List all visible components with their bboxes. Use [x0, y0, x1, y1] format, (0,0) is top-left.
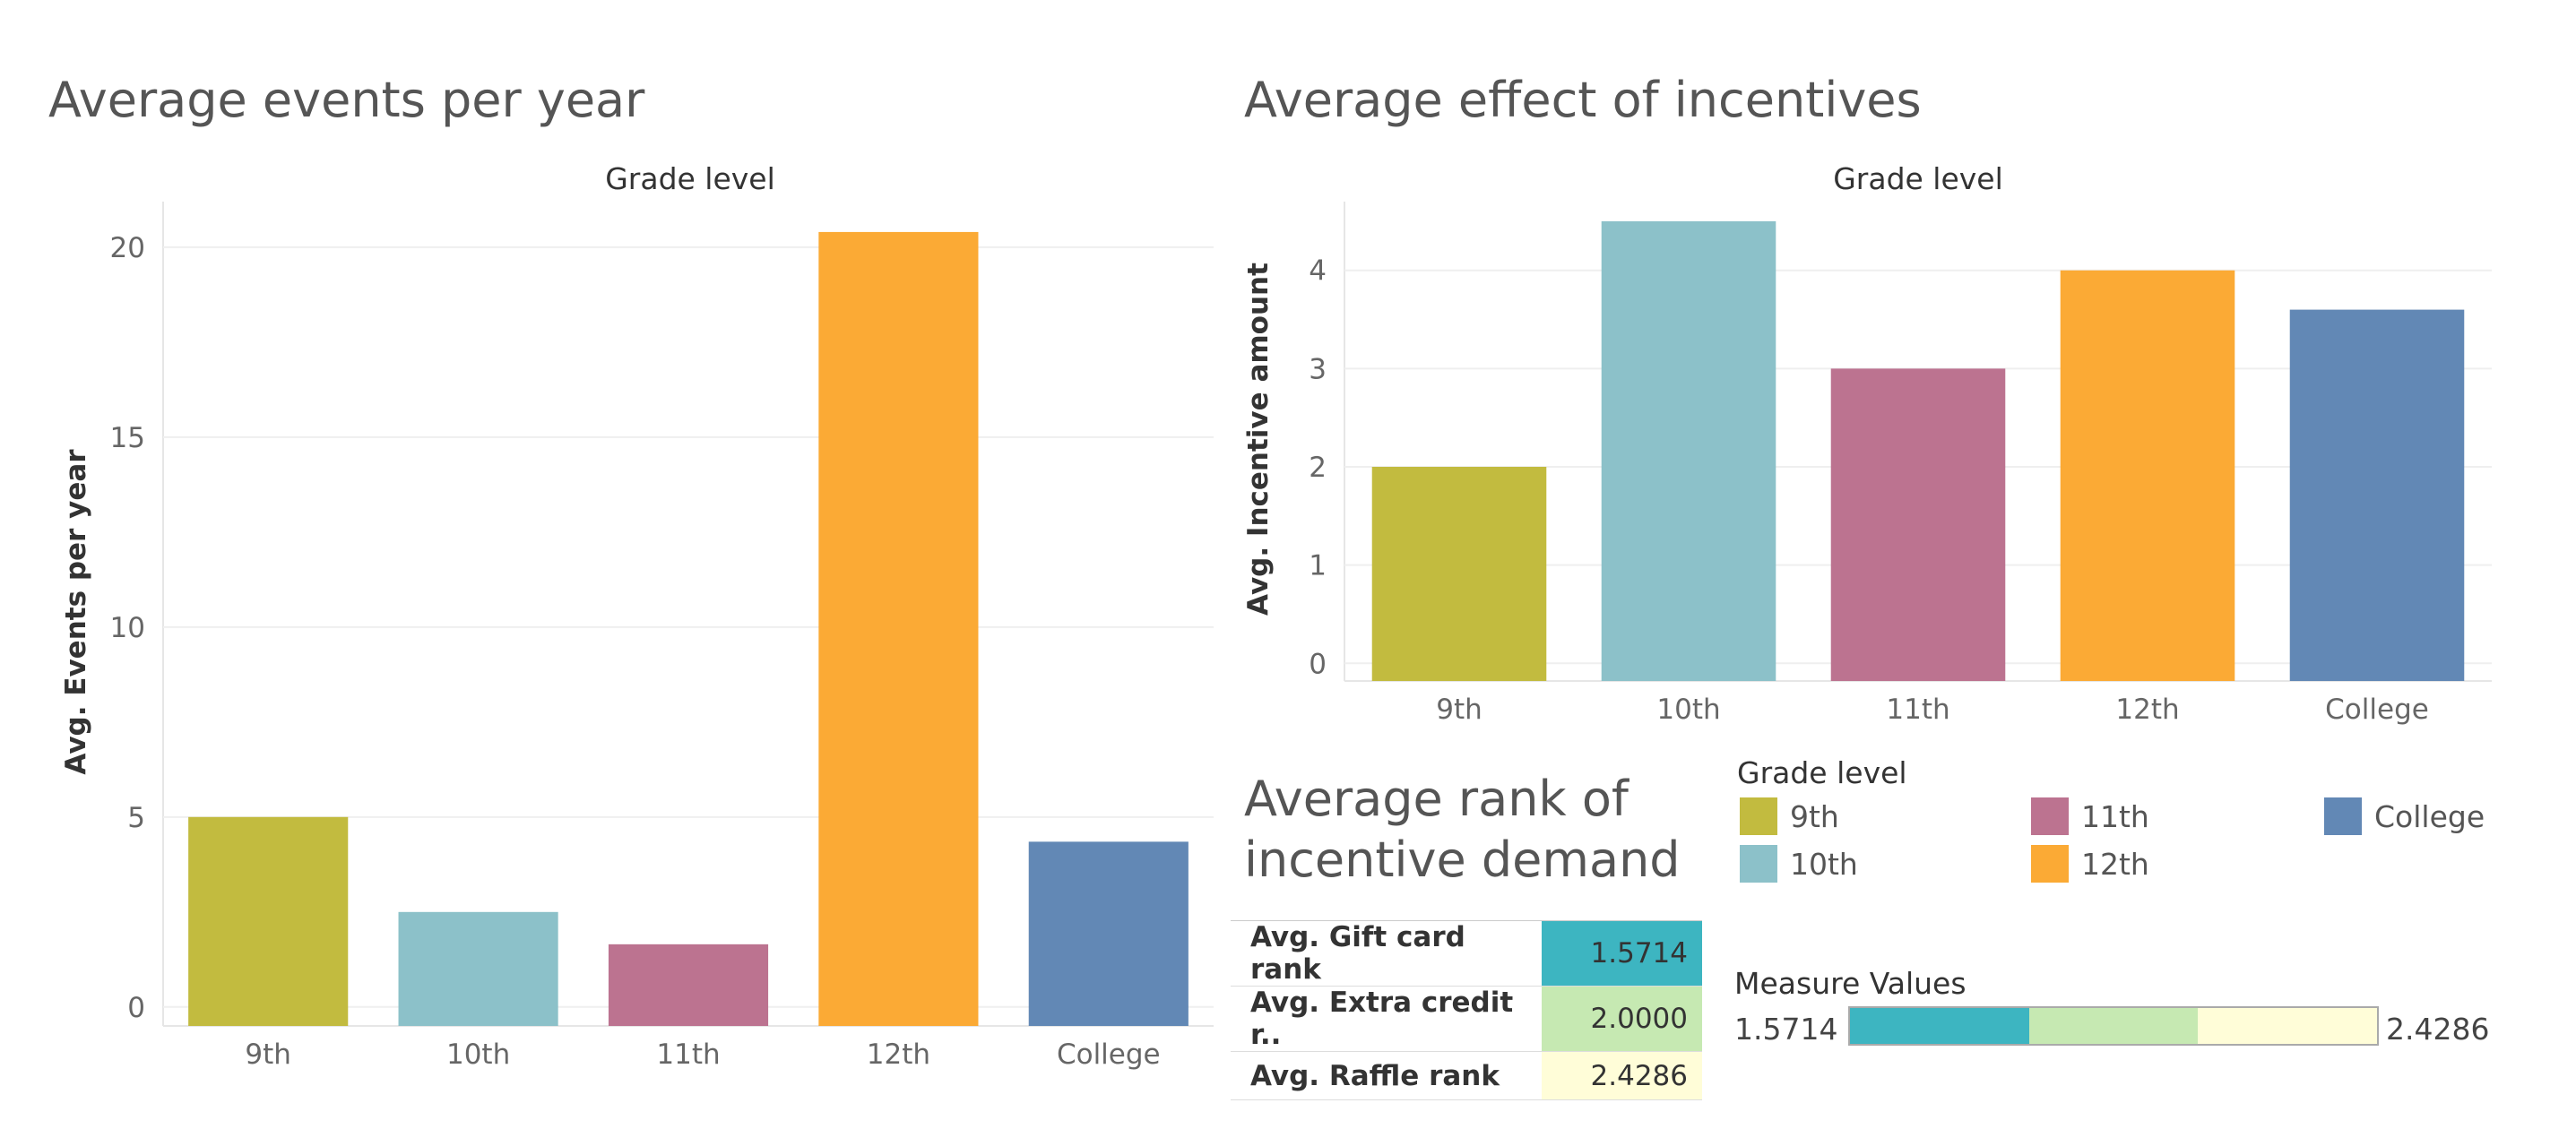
bar-10th[interactable] [1601, 220, 1776, 682]
measure-ramp-segment [2198, 1008, 2377, 1044]
rank-table-title: Average rank of incentive demand [1244, 771, 1681, 888]
y-tick-label: 3 [1309, 353, 1327, 385]
legend-swatch-12th [2031, 845, 2069, 883]
legend-item-college[interactable]: College [2324, 797, 2485, 835]
rank-value-raffle: 2.4286 [1542, 1051, 1702, 1100]
legend-item-9th[interactable]: 9th [1740, 797, 1839, 835]
x-tick-label: 10th [446, 1039, 510, 1071]
y-tick-label: 20 [110, 232, 145, 264]
x-tick-label: College [2325, 694, 2429, 726]
x-tick-label: College [1057, 1039, 1161, 1071]
events-chart-title: Average events per year [48, 72, 645, 128]
legend-swatch-11th [2031, 797, 2069, 835]
x-tick-label: 9th [1436, 694, 1482, 726]
events-column-header: Grade level [605, 161, 775, 196]
x-tick-label: 11th [1886, 694, 1949, 726]
table-row: Avg. Extra credit r.. 2.0000 [1231, 986, 1702, 1052]
y-tick-label: 1 [1309, 550, 1327, 582]
y-tick-label: 0 [127, 992, 145, 1024]
legend-title: Grade level [1737, 755, 1907, 790]
rank-label-raffle: Avg. Raffle rank [1231, 1051, 1542, 1100]
legend-label-college: College [2374, 798, 2485, 834]
bar-11th[interactable] [608, 944, 769, 1026]
x-tick-label: 10th [1656, 694, 1720, 726]
legend-swatch-10th [1740, 845, 1777, 883]
measure-values-min: 1.5714 [1734, 1012, 1838, 1047]
incentives-column-header: Grade level [1833, 161, 2003, 196]
legend-item-10th[interactable]: 10th [1740, 845, 1858, 883]
rank-value-gift-card: 1.5714 [1542, 920, 1702, 987]
measure-values-max: 2.4286 [2386, 1012, 2490, 1047]
legend-item-11th[interactable]: 11th [2031, 797, 2149, 835]
legend-label-11th: 11th [2081, 798, 2149, 834]
events-bar-chart: Grade level Avg. Events per year 0 5 10 15 2… [60, 161, 1214, 1071]
bar-12th[interactable] [818, 231, 979, 1026]
incentives-chart-title: Average effect of incentives [1244, 72, 1922, 128]
events-y-axis-label: Avg. Events per year [60, 449, 92, 775]
measure-ramp-segment [1850, 1008, 2029, 1044]
bar-10th[interactable] [398, 911, 558, 1026]
x-tick-label: 9th [245, 1039, 291, 1071]
incentives-bar-chart: Grade level Avg. Incentive amount 01234 … [1242, 161, 2492, 726]
bar-11th[interactable] [1830, 368, 2006, 681]
table-row: Avg. Gift card rank 1.5714 [1231, 920, 1702, 987]
bar-12th[interactable] [2060, 270, 2235, 681]
table-row: Avg. Raffle rank 2.4286 [1231, 1051, 1702, 1100]
rank-value-extra-credit: 2.0000 [1542, 986, 1702, 1052]
legend-label-12th: 12th [2081, 846, 2149, 882]
measure-ramp-segment [2028, 1008, 2199, 1044]
measure-values-title: Measure Values [1734, 966, 1967, 1001]
measure-values-color-ramp [1848, 1006, 2379, 1046]
legend-swatch-9th [1740, 797, 1777, 835]
bar-9th[interactable] [188, 816, 349, 1026]
x-tick-label: 12th [867, 1039, 930, 1071]
x-tick-label: 11th [656, 1039, 720, 1071]
rank-label-extra-credit: Avg. Extra credit r.. [1231, 986, 1542, 1052]
legend-swatch-college [2324, 797, 2362, 835]
y-tick-label: 2 [1309, 452, 1327, 484]
y-tick-label: 4 [1309, 255, 1327, 288]
measure-values-legend: Measure Values 1.5714 2.4286 [1734, 966, 2541, 1064]
legend-label-9th: 9th [1790, 798, 1839, 834]
bar-college[interactable] [2289, 309, 2465, 681]
legend-item-12th[interactable]: 12th [2031, 845, 2149, 883]
bar-9th[interactable] [1371, 467, 1547, 681]
y-tick-label: 5 [127, 802, 145, 834]
bar-college[interactable] [1028, 841, 1189, 1026]
incentives-y-axis-label: Avg. Incentive amount [1242, 263, 1275, 616]
x-tick-label: 12th [2115, 694, 2179, 726]
legend-label-10th: 10th [1790, 846, 1858, 882]
grade-level-legend: Grade level 9th 10th 11th 12th College [1737, 755, 2544, 890]
incentive-rank-table: Avg. Gift card rank 1.5714 Avg. Extra cr… [1231, 920, 1702, 1100]
y-tick-label: 15 [110, 422, 145, 454]
y-tick-label: 10 [110, 612, 145, 644]
rank-label-gift-card: Avg. Gift card rank [1231, 920, 1542, 987]
y-tick-label: 0 [1309, 648, 1327, 680]
